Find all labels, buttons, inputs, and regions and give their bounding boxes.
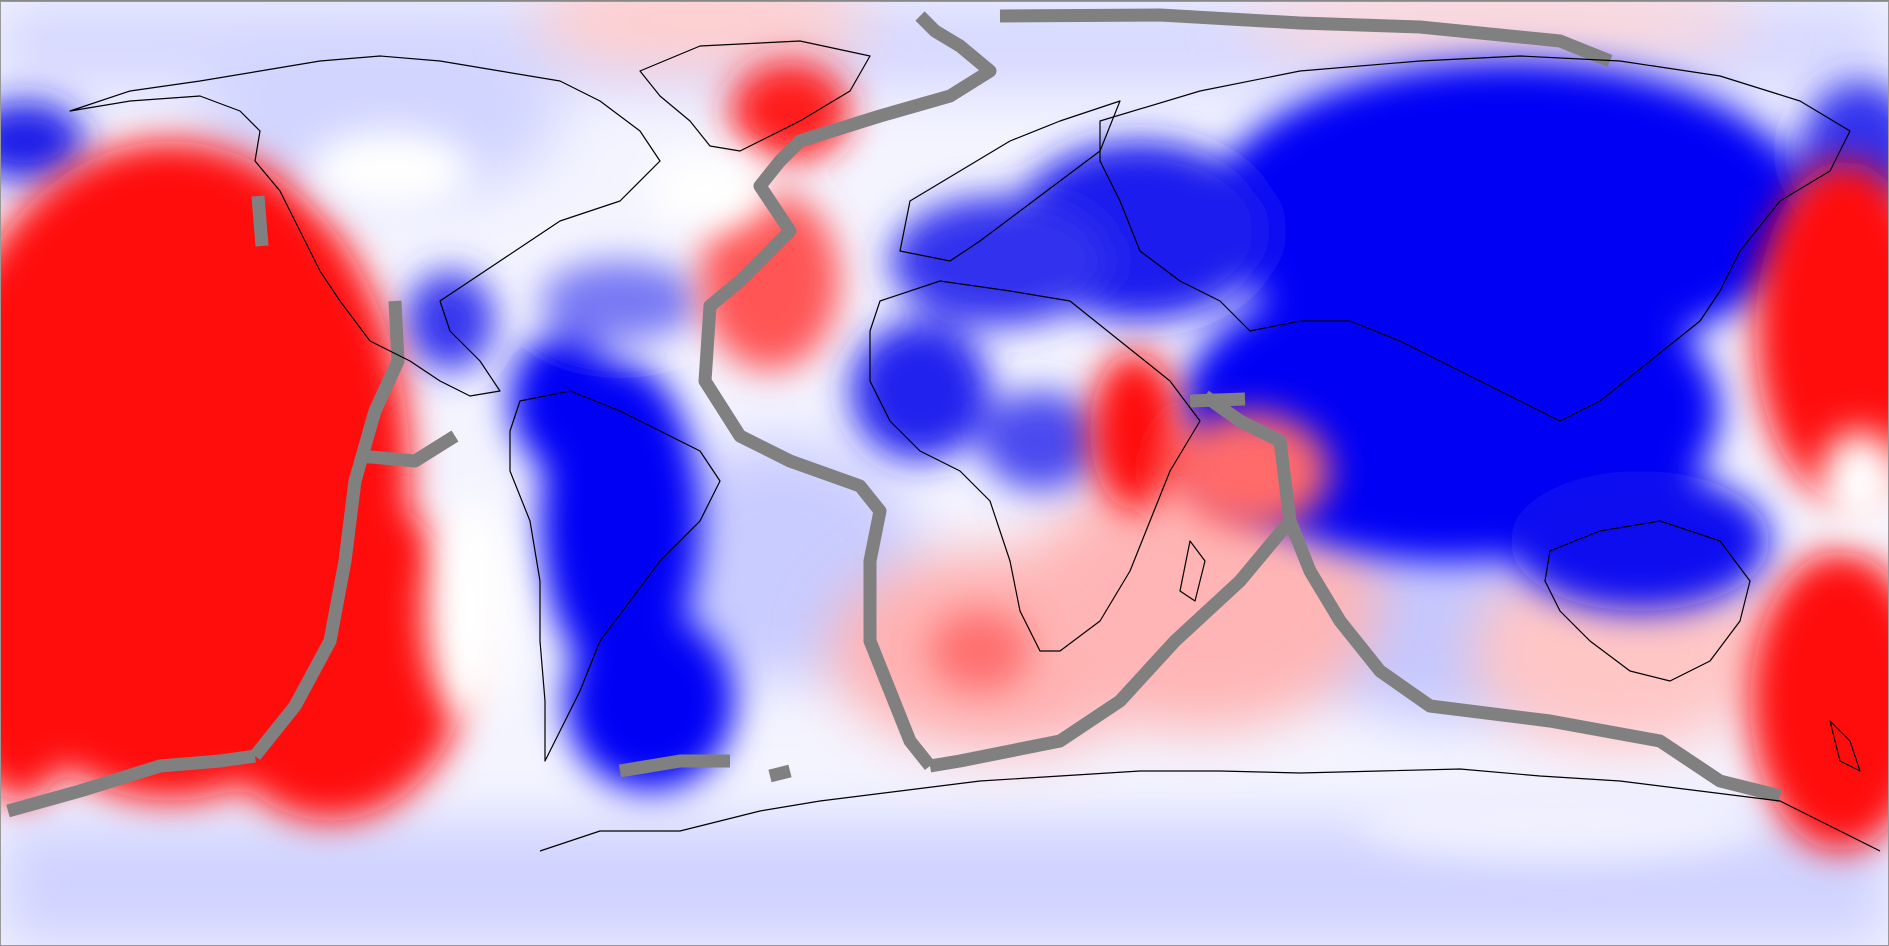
- strong-negative-anomalies: [0, 61, 1889, 791]
- coastlines: [69, 40, 1881, 852]
- south-america-coast: [509, 390, 721, 762]
- nazca-ridge: [359, 430, 459, 468]
- gulf-of-aden: [1189, 392, 1246, 408]
- juan-de-fuca: [251, 195, 269, 247]
- mid-atlantic-ridge: [698, 11, 997, 771]
- east-pacific-rise: [249, 300, 405, 761]
- antarctica-coast: [539, 768, 1881, 852]
- neutral-bands: [310, 131, 1889, 861]
- plate-boundaries: [6, 8, 1782, 818]
- asia-coast: [1099, 55, 1851, 422]
- new-zealand-coast: [1829, 720, 1861, 772]
- europe-coast: [899, 100, 1121, 262]
- central-indian-ridge: [1201, 390, 1782, 803]
- madagascar-coast: [1179, 540, 1206, 602]
- arctic-ridge: [999, 8, 1613, 68]
- scotia-arc: [618, 754, 792, 783]
- australia-coast: [1544, 520, 1751, 682]
- africa-coast: [869, 280, 1201, 652]
- north-america-coast: [69, 55, 661, 397]
- greenland-coast: [639, 40, 871, 152]
- southwest-indian-ridge: [928, 516, 1295, 773]
- pacific-antarctic-ridge: [6, 749, 256, 818]
